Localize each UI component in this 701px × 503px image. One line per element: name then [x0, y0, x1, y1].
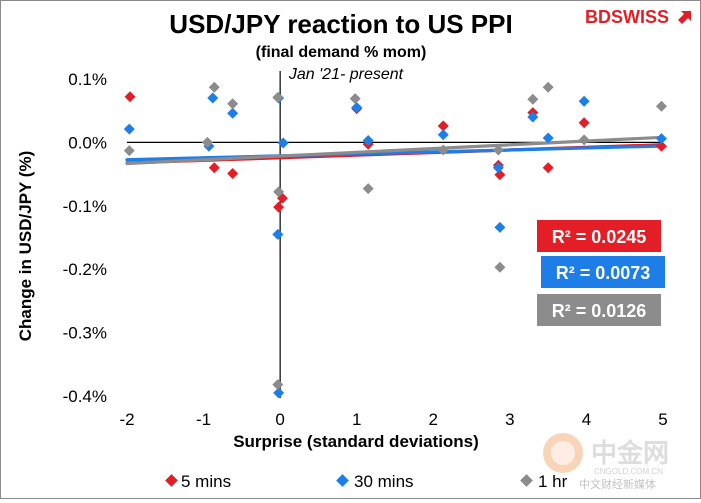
r2-box-5min: R² = 0.0245	[537, 220, 661, 252]
data-point	[362, 183, 374, 195]
chart-subtitle: (final demand % mom)	[256, 44, 427, 61]
r2-label-1hr: R² = 0.0126	[552, 301, 647, 321]
x-tick-labels: -2 -1 0 1 2 3 4 5	[119, 410, 667, 429]
x-tick-label: 4	[582, 410, 591, 429]
data-point	[655, 140, 667, 152]
y-tick-label: -0.1%	[63, 197, 107, 216]
x-tick-label: 1	[352, 410, 361, 429]
data-point	[362, 134, 374, 146]
watermark-sub: CNGOLD.COM.CN	[594, 467, 663, 476]
legend-label-1hr: 1 hr	[538, 472, 568, 491]
legend: 5 mins 30 mins 1 hr	[165, 472, 568, 491]
legend-marker-30min	[336, 474, 349, 487]
r2-label-30min: R² = 0.0073	[556, 263, 651, 283]
data-point	[227, 167, 239, 179]
brand-arrow-icon	[678, 11, 691, 24]
x-tick-label: 3	[505, 410, 514, 429]
legend-marker-1hr	[520, 474, 533, 487]
data-point	[492, 162, 504, 174]
r2-label-5min: R² = 0.0245	[552, 227, 647, 247]
r2-box-1hr-bg	[537, 294, 661, 326]
y-axis-label: Change in USD/JPY (%)	[16, 151, 35, 342]
legend-marker-5min	[165, 474, 178, 487]
data-point	[227, 98, 239, 110]
data-point	[273, 186, 285, 198]
x-tick-label: 0	[275, 410, 284, 429]
y-tick-label: 0.1%	[68, 70, 107, 89]
data-point	[201, 136, 213, 148]
x-tick-label: -1	[196, 410, 211, 429]
y-tick-label: -0.4%	[63, 387, 107, 406]
y-tick-labels: 0.1% 0.0% -0.1% -0.2% -0.3% -0.4%	[63, 70, 107, 406]
watermark-main: 中金网	[591, 438, 669, 468]
data-point	[273, 201, 285, 213]
data-point	[272, 91, 284, 103]
r2-box-5min-bg	[537, 220, 661, 252]
legend-label-30min: 30 mins	[354, 472, 414, 491]
legend-item-1hr: 1 hr	[520, 472, 568, 491]
data-point	[273, 387, 285, 399]
trendline-2	[125, 135, 665, 166]
data-point	[578, 117, 590, 129]
x-tick-label: 5	[658, 410, 667, 429]
brand-logo: BDSWISS	[585, 7, 691, 27]
data-point	[578, 95, 590, 107]
data-point	[277, 137, 289, 149]
data-point	[437, 120, 449, 132]
data-point	[207, 92, 219, 104]
data-points	[123, 81, 667, 399]
data-point	[123, 145, 135, 157]
data-point	[272, 228, 284, 240]
x-tick-label: -2	[119, 410, 134, 429]
data-point	[272, 379, 284, 391]
data-point	[349, 93, 361, 105]
legend-item-5min: 5 mins	[165, 472, 231, 491]
data-point	[578, 134, 590, 146]
r2-box-30min: R² = 0.0073	[541, 256, 665, 288]
watermark-tagline: 中文财经新媒体	[579, 477, 656, 491]
chart-title: USD/JPY reaction to US PPI	[169, 9, 512, 39]
chart-period: Jan '21- present	[288, 66, 404, 83]
data-point	[527, 111, 539, 123]
data-point	[123, 123, 135, 135]
watermark: 中金网 CNGOLD.COM.CN 中文财经新媒体	[543, 433, 669, 491]
data-point	[655, 100, 667, 112]
data-point	[527, 93, 539, 105]
data-point	[655, 133, 667, 145]
y-tick-label: -0.2%	[63, 260, 107, 279]
data-point	[208, 81, 220, 93]
y-tick-label: -0.3%	[63, 324, 107, 343]
x-tick-label: 2	[429, 410, 438, 429]
data-point	[124, 91, 136, 103]
data-point	[437, 129, 449, 141]
r2-box-30min-bg	[541, 256, 665, 288]
watermark-logo-icon	[543, 433, 583, 473]
trendlines	[125, 135, 665, 166]
legend-item-30min: 30 mins	[336, 472, 414, 491]
data-point	[227, 107, 239, 119]
legend-label-5min: 5 mins	[181, 472, 231, 491]
y-tick-label: 0.0%	[68, 133, 107, 152]
data-point	[208, 162, 220, 174]
trendline-1	[125, 144, 665, 162]
x-axis-label: Surprise (standard deviations)	[233, 432, 479, 451]
r2-box-1hr: R² = 0.0126	[537, 294, 661, 326]
data-point	[437, 144, 449, 156]
data-point	[492, 144, 504, 156]
data-point	[494, 261, 506, 273]
data-point	[542, 81, 554, 93]
brand-name: BDSWISS	[585, 7, 669, 27]
data-point	[494, 221, 506, 233]
data-point	[542, 132, 554, 144]
data-point	[351, 102, 363, 114]
data-point	[542, 162, 554, 174]
